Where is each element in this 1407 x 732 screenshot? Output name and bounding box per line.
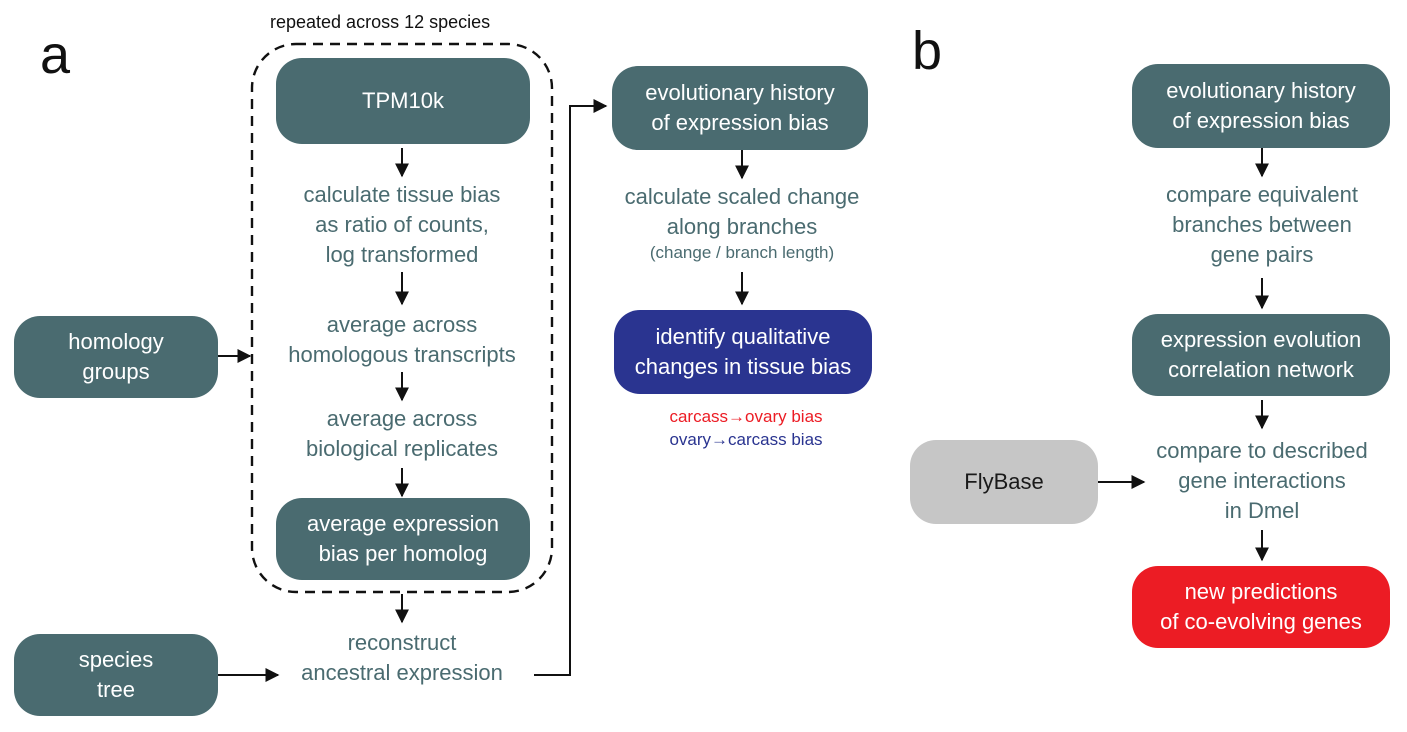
- predictions-box-line-1: new predictions: [1184, 579, 1338, 604]
- species-box-line-2: tree: [97, 677, 135, 702]
- qualitative-box-line-2: changes in tissue bias: [634, 354, 852, 379]
- step-compare-branches-line-1: compare equivalent: [1165, 182, 1358, 207]
- step-scaled-change: calculate scaled change along branches (…: [596, 182, 888, 264]
- flybase-box-text: FlyBase: [964, 469, 1044, 494]
- step-scaled-change-line-2: along branches: [666, 214, 818, 239]
- predictions-box: new predictions of co-evolving genes: [1132, 566, 1390, 648]
- avg-bias-box-line-2: bias per homolog: [318, 541, 488, 566]
- correlation-network-box: expression evolution correlation network: [1132, 314, 1390, 396]
- step-compare-branches-line-3: gene pairs: [1210, 242, 1314, 267]
- evo-history-b-line-2: of expression bias: [1172, 108, 1350, 133]
- avg-bias-box-line-1: average expression: [306, 511, 499, 536]
- step-avg-replicates-line-2: biological replicates: [306, 436, 498, 461]
- homology-groups-box: homology groups: [14, 316, 218, 398]
- legend-carcass-to-ovary: carcass→ovary bias: [669, 407, 823, 426]
- step-reconstruct-line-2: ancestral expression: [301, 660, 503, 685]
- step-avg-replicates: average across biological replicates: [262, 404, 542, 464]
- evo-history-b-line-1: evolutionary history: [1166, 78, 1356, 103]
- homology-box-line-2: groups: [82, 359, 150, 384]
- network-box-line-1: expression evolution: [1160, 327, 1362, 352]
- step-avg-transcripts: average across homologous transcripts: [262, 310, 542, 370]
- tpm-box: TPM10k: [276, 58, 530, 144]
- predictions-box-line-2: of co-evolving genes: [1160, 609, 1362, 634]
- step-scaled-change-note: (change / branch length): [649, 243, 835, 262]
- step-compare-branches: compare equivalent branches between gene…: [1122, 180, 1402, 270]
- panel-a-letter: a: [40, 25, 71, 85]
- step-avg-replicates-line-1: average across: [326, 406, 478, 431]
- step-tissue-bias: calculate tissue bias as ratio of counts…: [262, 180, 542, 270]
- tpm-box-text: TPM10k: [362, 88, 444, 113]
- step-avg-transcripts-line-1: average across: [326, 312, 478, 337]
- step-scaled-change-line-1: calculate scaled change: [624, 184, 860, 209]
- step-compare-interactions-line-3: in Dmel: [1224, 498, 1300, 523]
- evo-history-box-b: evolutionary history of expression bias: [1132, 64, 1390, 148]
- arrow-reconstruct-to-evo: [534, 99, 608, 676]
- species-tree-box: species tree: [14, 634, 218, 716]
- step-tissue-bias-line-2: as ratio of counts,: [315, 212, 489, 237]
- qualitative-box-line-1: identify qualitative: [655, 324, 831, 349]
- step-reconstruct: reconstruct ancestral expression: [262, 628, 542, 688]
- qualitative-changes-box: identify qualitative changes in tissue b…: [614, 310, 872, 394]
- step-compare-branches-line-2: branches between: [1172, 212, 1352, 237]
- evo-history-box-a: evolutionary history of expression bias: [612, 66, 868, 150]
- step-tissue-bias-line-3: log transformed: [325, 242, 479, 267]
- step-tissue-bias-line-1: calculate tissue bias: [303, 182, 501, 207]
- flybase-box: FlyBase: [910, 440, 1098, 524]
- legend-ovary-to-carcass: ovary→carcass bias: [669, 430, 823, 449]
- species-box-line-1: species: [78, 647, 154, 672]
- network-box-line-2: correlation network: [1168, 357, 1354, 382]
- step-compare-interactions-line-2: gene interactions: [1178, 468, 1346, 493]
- step-compare-interactions: compare to described gene interactions i…: [1122, 436, 1402, 526]
- panel-b-letter: b: [912, 21, 943, 81]
- repeat-frame: [250, 42, 554, 594]
- repeat-label: repeated across 12 species: [270, 12, 491, 32]
- step-compare-interactions-line-1: compare to described: [1156, 438, 1368, 463]
- evo-history-a-line-2: of expression bias: [651, 110, 829, 135]
- homology-box-line-1: homology: [68, 329, 164, 354]
- step-reconstruct-line-1: reconstruct: [347, 630, 457, 655]
- step-avg-transcripts-line-2: homologous transcripts: [288, 342, 516, 367]
- evo-history-a-line-1: evolutionary history: [645, 80, 835, 105]
- avg-bias-box: average expression bias per homolog: [276, 498, 530, 580]
